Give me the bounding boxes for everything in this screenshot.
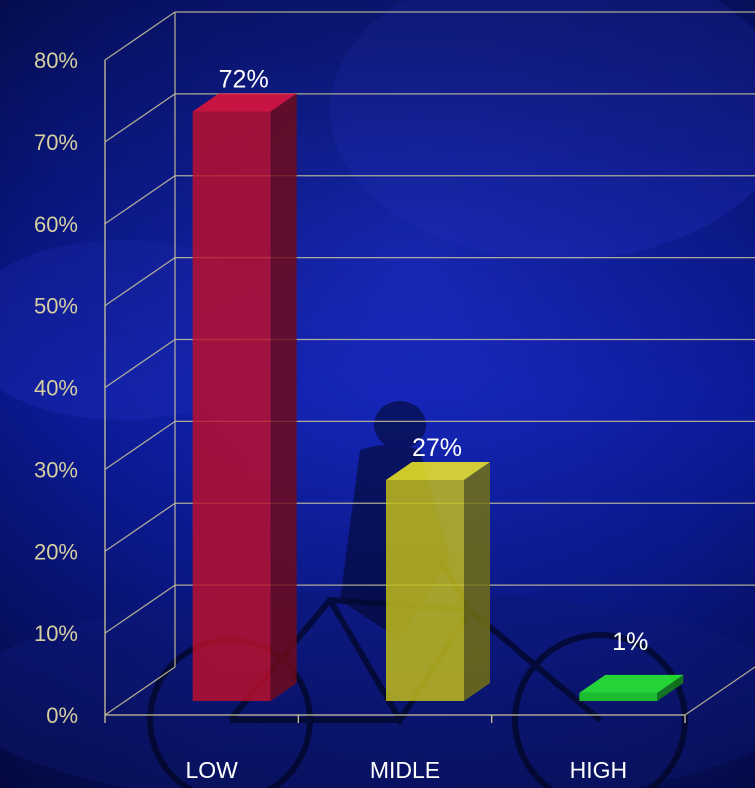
- bars-layer: 72% 27% 1%: [192, 66, 684, 701]
- gridline-depth: [104, 11, 176, 61]
- y-tick-label: 50%: [34, 294, 78, 319]
- bar-front: [386, 479, 464, 701]
- y-tick-label: 20%: [34, 539, 78, 564]
- y-tick-label: 60%: [34, 212, 78, 237]
- gridline-depth: [104, 175, 176, 225]
- floor-edge: [684, 666, 755, 716]
- y-tick-label: 0%: [46, 703, 78, 728]
- bar-side: [270, 93, 297, 701]
- gridline-depth: [104, 338, 176, 389]
- bar-midle: [386, 461, 490, 701]
- bar-front: [579, 692, 658, 701]
- bar-top: [386, 461, 490, 480]
- bar-high: [579, 674, 684, 701]
- data-label: 1%: [612, 628, 648, 656]
- bar-side: [464, 461, 490, 701]
- x-category-label: LOW: [185, 757, 238, 783]
- bar-low: [192, 93, 297, 701]
- x-category-label: MIDLE: [370, 757, 440, 783]
- x-category-label: HIGH: [570, 757, 628, 783]
- y-tick-label: 80%: [34, 48, 78, 73]
- y-axis-ticks: 0% 10% 20% 30% 40% 50% 60% 70% 80%: [34, 48, 78, 728]
- gridline-depth: [104, 502, 176, 552]
- y-tick-label: 30%: [34, 457, 78, 482]
- bar-front: [192, 111, 271, 701]
- gridline-depth: [104, 257, 176, 307]
- x-axis-categories: LOW MIDLE HIGH: [185, 757, 627, 783]
- gridline-depth: [104, 584, 176, 634]
- gridline-depth: [104, 93, 176, 143]
- y-tick-label: 40%: [34, 376, 78, 401]
- bar-side: [657, 674, 684, 701]
- data-label: 27%: [412, 434, 462, 462]
- y-tick-label: 10%: [34, 621, 78, 646]
- data-label: 72%: [219, 66, 269, 94]
- bar-top: [192, 93, 297, 112]
- y-tick-label: 70%: [34, 130, 78, 155]
- gridline-depth: [104, 420, 176, 470]
- gridline-depth: [104, 666, 176, 716]
- bar-top: [579, 674, 684, 693]
